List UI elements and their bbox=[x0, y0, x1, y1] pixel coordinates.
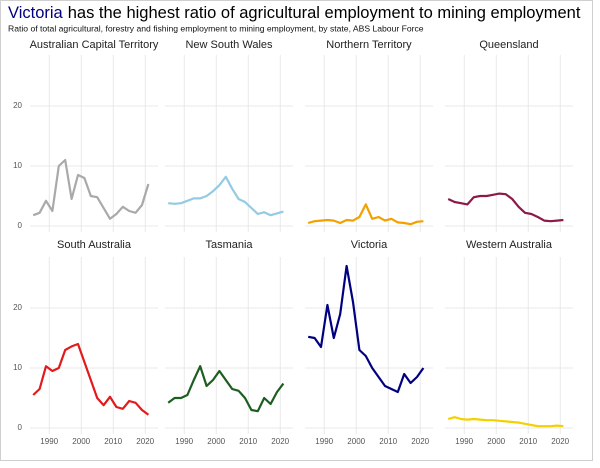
chart-title: Victoria has the highest ratio of agricul… bbox=[8, 4, 581, 22]
panel-title: Australian Capital Territory bbox=[30, 39, 159, 51]
series-line bbox=[307, 264, 425, 394]
y-tick-label: 0 bbox=[18, 423, 23, 432]
y-tick-label: 0 bbox=[18, 221, 23, 230]
series-line bbox=[307, 203, 424, 226]
frame bbox=[0, 0, 593, 461]
series-line bbox=[167, 365, 285, 413]
series-line bbox=[447, 416, 564, 428]
y-tick-label: 10 bbox=[13, 161, 22, 170]
title-highlight: Victoria bbox=[8, 4, 64, 22]
title-text: has the highest ratio of agricultural em… bbox=[68, 4, 581, 22]
series-line bbox=[32, 342, 150, 416]
y-tick-label: 10 bbox=[13, 363, 22, 372]
x-tick-label: 2010 bbox=[239, 437, 257, 446]
y-tick-label: 20 bbox=[13, 303, 22, 312]
panel-title: Tasmania bbox=[205, 239, 253, 251]
chart-subtitle: Ratio of total agricultural, forestry an… bbox=[8, 23, 424, 33]
panel-title: Victoria bbox=[351, 239, 388, 251]
x-tick-label: 1990 bbox=[315, 437, 333, 446]
x-tick-label: 2000 bbox=[207, 437, 225, 446]
x-tick-label: 2010 bbox=[519, 437, 537, 446]
panel-title: Western Australia bbox=[466, 239, 553, 251]
x-tick-label: 2020 bbox=[551, 437, 569, 446]
x-tick-label: 1990 bbox=[175, 437, 193, 446]
panel-title: Northern Territory bbox=[326, 39, 412, 51]
x-tick-label: 1990 bbox=[40, 437, 58, 446]
x-tick-label: 2010 bbox=[379, 437, 397, 446]
panel-title: New South Wales bbox=[185, 39, 273, 51]
series-line bbox=[168, 175, 284, 217]
x-tick-label: 2010 bbox=[104, 437, 122, 446]
x-tick-label: 2020 bbox=[271, 437, 289, 446]
x-tick-label: 2020 bbox=[136, 437, 154, 446]
x-tick-label: 1990 bbox=[455, 437, 473, 446]
x-tick-label: 2020 bbox=[411, 437, 429, 446]
panel-title: South Australia bbox=[57, 239, 132, 251]
x-tick-label: 2000 bbox=[487, 437, 505, 446]
series-line bbox=[447, 192, 564, 223]
series-line bbox=[32, 158, 150, 220]
panel-title: Queensland bbox=[479, 39, 538, 51]
x-tick-label: 2000 bbox=[347, 437, 365, 446]
y-tick-label: 20 bbox=[13, 101, 22, 110]
x-tick-label: 2000 bbox=[72, 437, 90, 446]
